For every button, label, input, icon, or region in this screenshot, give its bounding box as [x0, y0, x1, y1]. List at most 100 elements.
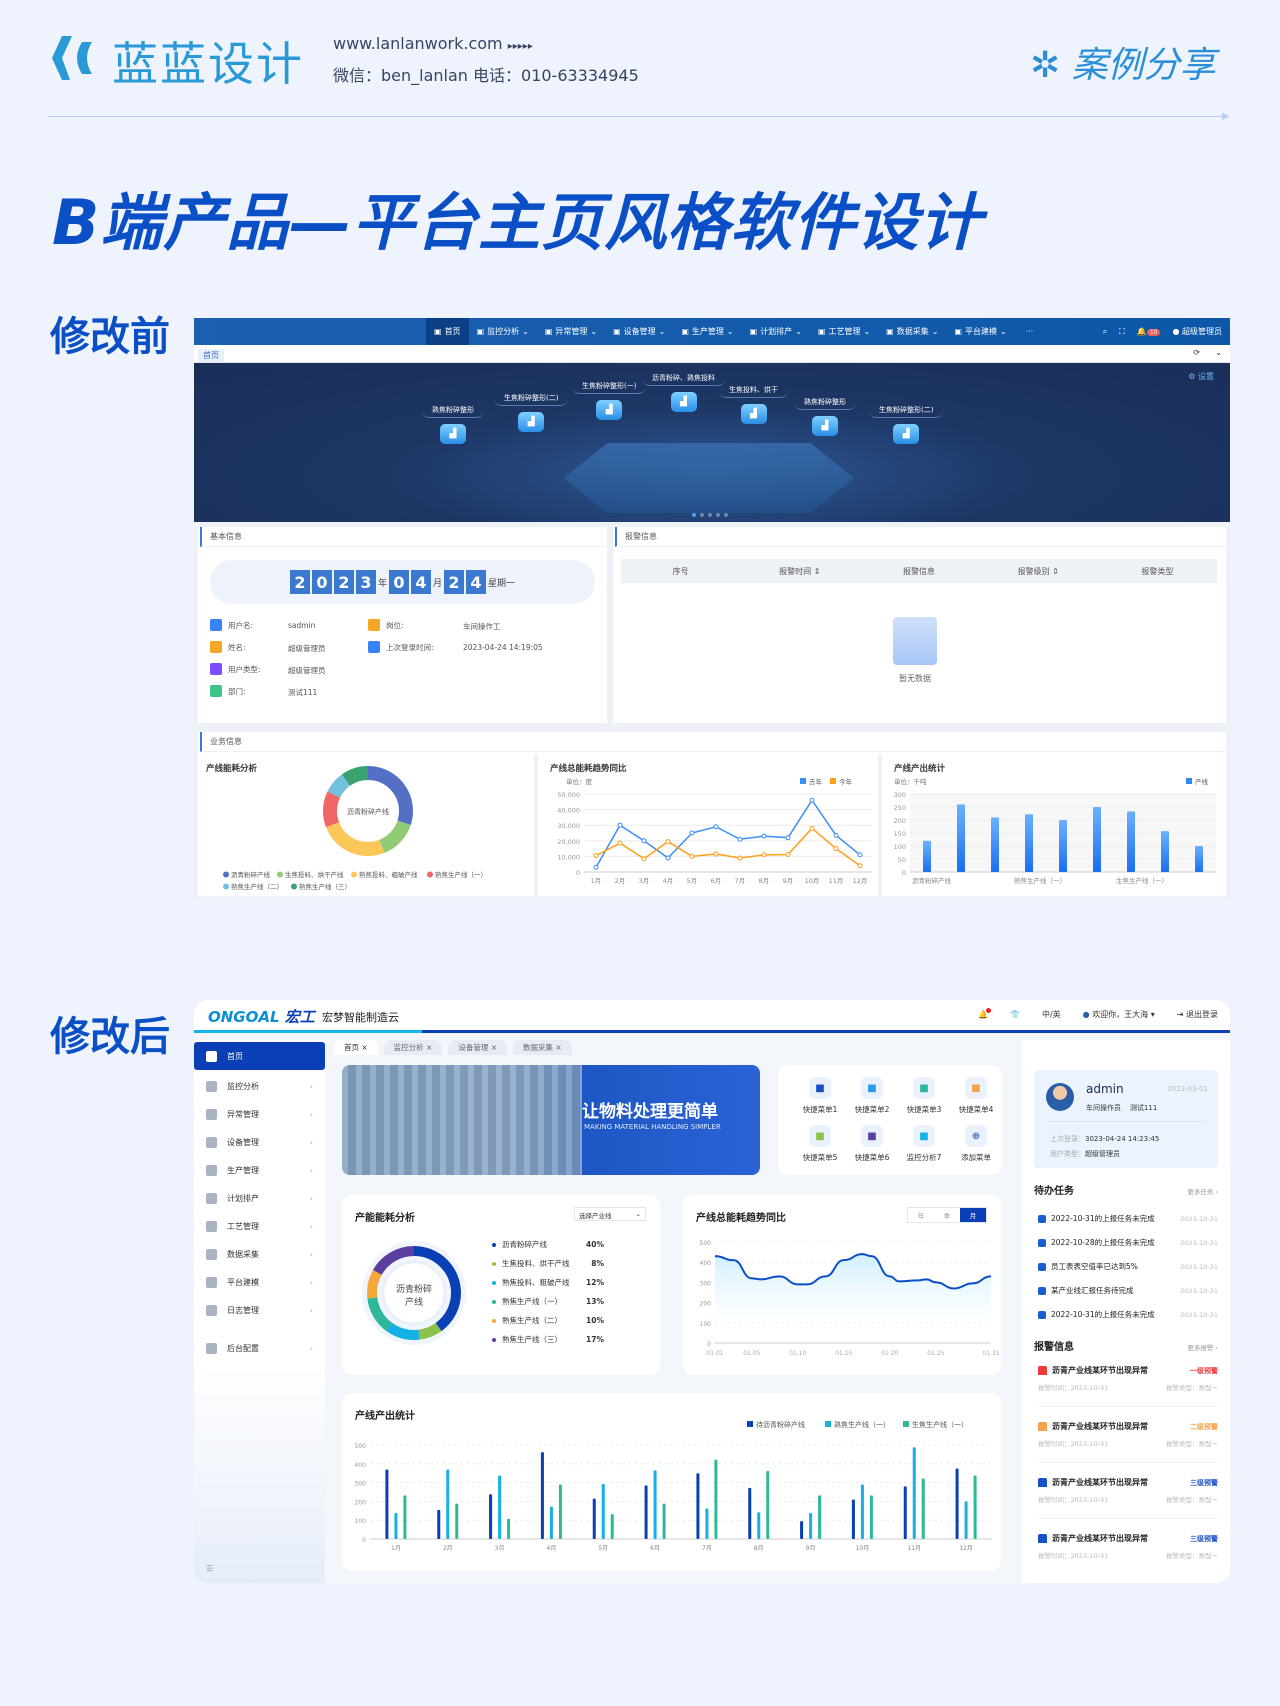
bar: [955, 1468, 959, 1539]
nav-item[interactable]: ▣ 工艺管理 ⌄: [810, 318, 878, 345]
more-alarms-link[interactable]: 更多报警 ›: [1187, 1344, 1218, 1352]
sidebar-item[interactable]: 数据采集 ›: [194, 1240, 325, 1268]
user-type-label: 用户类型：: [1050, 1150, 1085, 1158]
process-node[interactable]: 生焦粉碎整形(二) ▟: [869, 403, 944, 444]
tab[interactable]: 数据采集 ×: [513, 1040, 572, 1055]
quick-menu-item[interactable]: ■ 快捷菜单1: [792, 1077, 848, 1115]
tab-home[interactable]: 首页: [198, 349, 224, 362]
y-tick-label: 200: [894, 817, 906, 825]
logout-button[interactable]: ⇥ 退出登录: [1177, 1009, 1218, 1020]
search-icon[interactable]: ⌕: [1102, 326, 1108, 336]
nav-item[interactable]: ▣ 监控分析 ⌄: [469, 318, 537, 345]
field-label: 姓名:: [228, 642, 246, 652]
bar: [809, 1513, 813, 1539]
process-node[interactable]: 沥青粉碎、熟焦投料 ▟: [642, 371, 725, 412]
chevron-down-icon[interactable]: ⌄: [1215, 348, 1222, 357]
sidebar-item[interactable]: 异常管理 ›: [194, 1100, 325, 1128]
alarm-item[interactable]: 沥青产业线某环节出现异常 二级预警 报警时间：2023-10-31 报警类型：类型一: [1038, 1421, 1218, 1463]
todo-item[interactable]: 2022-10-31的上报任务未完成 2023-10-31: [1038, 1213, 1218, 1224]
process-node[interactable]: 生焦粉碎整形(一) ▟: [572, 379, 647, 420]
sidebar-item[interactable]: 监控分析 ›: [194, 1072, 325, 1100]
alarm-text: 沥青产业线某环节出现异常: [1052, 1422, 1148, 1431]
fullscreen-icon[interactable]: ⛶: [1119, 326, 1125, 336]
carousel-dots[interactable]: [692, 513, 728, 517]
sidebar-item[interactable]: 日志管理 ›: [194, 1296, 325, 1324]
website-text[interactable]: www.lanlanwork.com: [333, 34, 503, 53]
quick-menu-label: 快捷菜单2: [854, 1105, 890, 1114]
tab[interactable]: 设备管理 ×: [448, 1040, 508, 1055]
shirt-icon[interactable]: 👕: [1009, 1010, 1020, 1019]
process-node[interactable]: 生焦粉碎整形(二) ▟: [494, 391, 569, 432]
chevron-down-icon: ⌄: [590, 327, 598, 336]
refresh-icon[interactable]: ⟳: [1193, 348, 1200, 357]
period-option[interactable]: 季: [943, 1212, 951, 1220]
more-tasks-link[interactable]: 更多任务 ›: [1187, 1188, 1218, 1196]
nav-item[interactable]: ···: [1015, 318, 1042, 345]
before-label: 修改前: [50, 314, 170, 360]
process-node[interactable]: 熟焦粉碎整形 ▟: [794, 395, 856, 436]
nav-item[interactable]: ▣ 数据采集 ⌄: [878, 318, 946, 345]
nav-item[interactable]: ▣ 计划排产 ⌄: [742, 318, 810, 345]
y-tick-label: 200: [355, 1499, 367, 1506]
production-line-select[interactable]: 选择产业线 ⌄: [574, 1207, 646, 1221]
todo-item[interactable]: 2022-10-28的上报任务未完成 2023-10-31: [1038, 1237, 1218, 1248]
column-header[interactable]: 报警时间 ⇕: [779, 566, 821, 576]
settings-text: 设置: [1198, 372, 1214, 381]
bar: [653, 1470, 657, 1539]
sidebar-item[interactable]: 设备管理 ›: [194, 1128, 325, 1156]
data-point: [833, 846, 839, 852]
language-toggle[interactable]: 中/英: [1041, 1010, 1061, 1019]
tab[interactable]: 监控分析 ×: [383, 1040, 443, 1055]
period-option[interactable]: 月: [960, 1208, 986, 1222]
sidebar-item[interactable]: 计划排产 ›: [194, 1184, 325, 1212]
todo-item[interactable]: 某产业线汇报任务待完成 2023-10-31: [1038, 1285, 1218, 1296]
app-name: 宏梦智能制造云: [322, 1011, 399, 1024]
notification-icon[interactable]: 🔔 10: [1137, 327, 1161, 336]
alarm-item[interactable]: 沥青产业线某环节出现异常 一级预警 报警时间：2023-10-31 报警类型：类型一: [1038, 1365, 1218, 1407]
quick-menu-item[interactable]: ■ 快捷菜单6: [844, 1125, 900, 1163]
bell-icon[interactable]: 🔔: [978, 1008, 991, 1019]
alarm-item[interactable]: 沥青产业线某环节出现异常 三级预警 报警时间：2023-10-31 报警类型：类型一: [1038, 1477, 1218, 1519]
hero-banner[interactable]: 让物料处理更简单 MAKING MATERIAL HANDLING SIMPLE…: [342, 1065, 760, 1175]
user-menu[interactable]: ● 欢迎你，王大海 ▾: [1083, 1009, 1155, 1020]
tab[interactable]: 首页 ×: [334, 1040, 378, 1055]
alarm-type: 报警类型：类型一: [1166, 1496, 1218, 1504]
column-header: 报警类型: [1141, 566, 1174, 576]
sidebar-item[interactable]: 后台配置 ›: [194, 1334, 325, 1362]
sidebar-item[interactable]: 生产管理 ›: [194, 1156, 325, 1184]
quick-menu-item[interactable]: ■ 监控分析7: [896, 1125, 952, 1163]
quick-menu-item[interactable]: ■ 快捷菜单3: [896, 1077, 952, 1115]
user-menu[interactable]: ● 超级管理员: [1172, 326, 1222, 337]
sidebar-item[interactable]: 首页: [194, 1042, 325, 1070]
nav-label: 工艺管理: [828, 327, 861, 336]
quick-menu-item[interactable]: ■ 快捷菜单5: [792, 1125, 848, 1163]
date-digit: 0: [311, 570, 332, 594]
period-option[interactable]: 年: [917, 1212, 925, 1220]
bar: [394, 1513, 398, 1539]
energy-donut-chart: 产线能耗分析 沥青粉碎产线 沥青粉碎产线 生焦投料、烘干产线 熟焦投料、粗破产线 熟焦生…: [198, 754, 538, 896]
alarms-title: 报警信息: [1034, 1342, 1074, 1353]
todo-date: 2023-10-31: [1180, 1214, 1218, 1223]
nav-item[interactable]: ▣ 设备管理 ⌄: [605, 318, 673, 345]
todo-item[interactable]: 员工表表空值率已达到5% 2023-10-31: [1038, 1261, 1218, 1272]
donut-center: [381, 1260, 447, 1326]
nav-item[interactable]: ▣ 首页: [426, 318, 469, 345]
sidebar-item[interactable]: 工艺管理 ›: [194, 1212, 325, 1240]
quick-menu-item[interactable]: ■ 快捷菜单4: [948, 1077, 1004, 1115]
bar: [923, 840, 931, 872]
nav-item[interactable]: ▣ 生产管理 ⌄: [673, 318, 741, 345]
column-header[interactable]: 报警级别 ⇕: [1017, 566, 1059, 576]
process-node[interactable]: 熟焦粉碎整形 ▟: [422, 403, 484, 444]
legend-value: 12%: [586, 1278, 604, 1287]
todo-item[interactable]: 2022-10-31的上报任务未完成 2023-10-31: [1038, 1309, 1218, 1320]
process-node[interactable]: 生焦投料、烘干 ▟: [719, 383, 788, 424]
quick-menu-item[interactable]: ■ 快捷菜单2: [844, 1077, 900, 1115]
nav-item[interactable]: ▣ 平台建模 ⌄: [946, 318, 1014, 345]
sidebar-item[interactable]: 平台建模 ›: [194, 1268, 325, 1296]
nav-item[interactable]: ▣ 异常管理 ⌄: [537, 318, 605, 345]
panel-title: 基本信息: [200, 527, 607, 547]
alarm-item[interactable]: 沥青产业线某环节出现异常 三级预警 报警时间：2023-10-31 报警类型：类型一: [1038, 1533, 1218, 1560]
quick-menu-item[interactable]: ⊕ 添加菜单: [948, 1125, 1004, 1163]
settings-link[interactable]: ⚙ 设置: [1188, 371, 1214, 382]
x-tick-label: 01.01: [706, 1350, 723, 1357]
